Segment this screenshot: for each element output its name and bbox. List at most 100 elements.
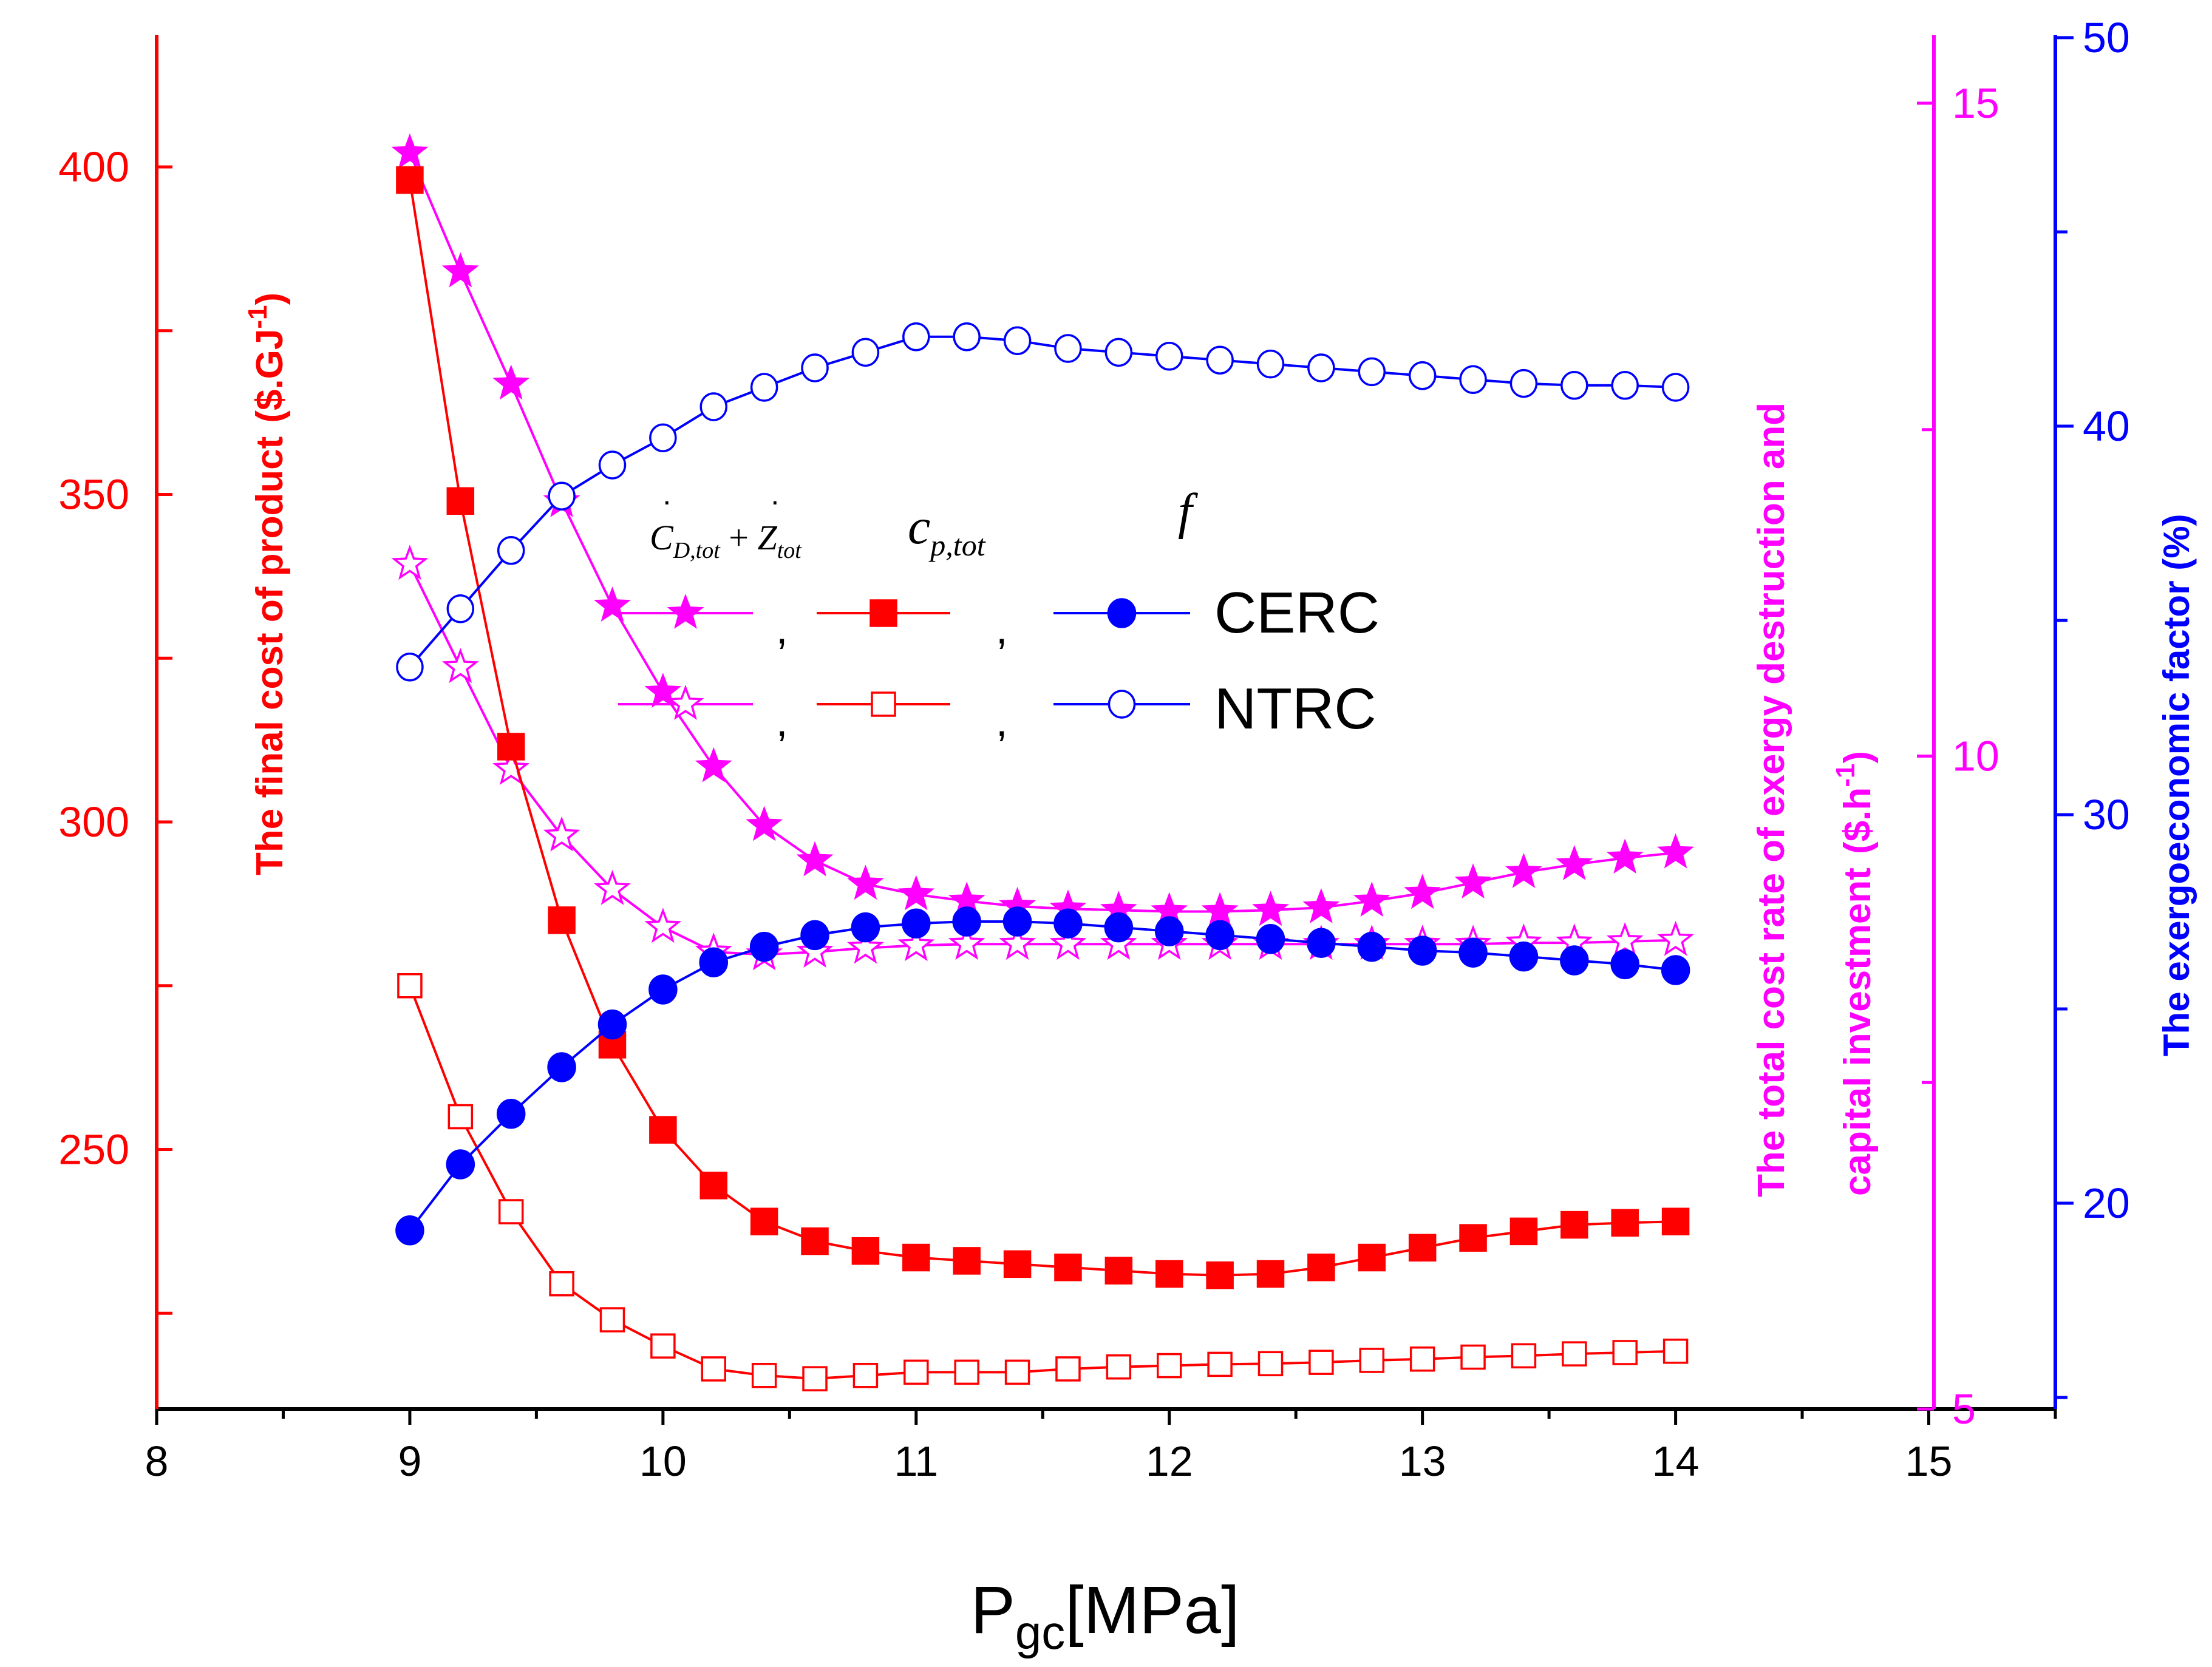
data-point xyxy=(498,1199,524,1224)
data-point xyxy=(1606,838,1644,874)
data-point xyxy=(796,841,834,877)
data-point xyxy=(1505,852,1542,888)
legend-header-plus: + xyxy=(720,518,758,557)
x-axis-label-main: P xyxy=(970,1573,1015,1648)
legend-marks xyxy=(618,594,1190,720)
data-point xyxy=(1509,368,1538,398)
data-point xyxy=(547,1052,576,1082)
right1-axis-label-line1: The total cost rate of exergy destructio… xyxy=(1751,402,1792,1197)
right1-tick-label: 10 xyxy=(1952,733,1999,780)
data-point xyxy=(1606,922,1644,957)
data-point xyxy=(1409,1346,1435,1372)
data-point xyxy=(953,322,981,351)
data-point xyxy=(1407,935,1437,966)
data-point xyxy=(1307,928,1336,958)
left-axis-label-group: The final cost of product ($.GJ-1) xyxy=(243,293,291,875)
data-point xyxy=(1206,1261,1234,1289)
data-point xyxy=(801,1227,829,1255)
data-point xyxy=(1207,1351,1233,1377)
series-line xyxy=(409,152,1676,913)
data-point xyxy=(897,875,935,911)
legend: CD,tot + Ztot · · cp,tot f , , CERC , , … xyxy=(650,483,1380,745)
data-point xyxy=(902,1243,930,1272)
data-point xyxy=(649,1116,677,1144)
data-point xyxy=(1458,937,1488,968)
data-point xyxy=(953,1247,981,1275)
data-point xyxy=(1662,1339,1689,1364)
data-point xyxy=(1104,912,1134,943)
data-point xyxy=(441,648,479,684)
data-point xyxy=(846,928,884,964)
data-point xyxy=(1661,1207,1690,1235)
data-point xyxy=(1206,345,1234,375)
right1-axis-label-line2-text: capital investment xyxy=(1837,867,1879,1196)
data-point xyxy=(1459,1224,1487,1252)
data-point xyxy=(746,806,783,841)
data-point xyxy=(1307,1253,1335,1282)
right1-tick-label: 15 xyxy=(1952,80,1999,127)
data-point xyxy=(395,1215,424,1246)
legend-row-cerc-sep-2: , xyxy=(996,605,1007,653)
data-point xyxy=(750,373,778,402)
legend-header-factor: f xyxy=(1178,483,1199,540)
data-point xyxy=(397,973,423,999)
legend-marker xyxy=(667,685,704,720)
data-point xyxy=(796,932,834,968)
data-point xyxy=(1054,1253,1082,1282)
data-point xyxy=(1560,1210,1588,1239)
data-point xyxy=(851,1237,880,1265)
data-point xyxy=(1257,1351,1284,1377)
data-point xyxy=(699,392,728,421)
data-point xyxy=(948,925,985,960)
legend-header-z-sub: tot xyxy=(777,538,803,563)
axes-layer: 8 9 10 11 12 13 14 15 250 300 350 400 5 10 15 20 30 40 50 xyxy=(58,14,2130,1485)
data-point xyxy=(701,1356,727,1382)
data-point xyxy=(492,364,530,400)
data-point xyxy=(492,750,530,785)
legend-row-cerc-label: CERC xyxy=(1214,580,1380,645)
right1-tick-label: 5 xyxy=(1952,1385,1976,1433)
x-tick-label: 10 xyxy=(639,1438,687,1485)
data-point xyxy=(648,974,678,1005)
x-axis-label-rest: [MPa] xyxy=(1065,1573,1239,1648)
data-point xyxy=(699,1172,728,1200)
legend-marker xyxy=(667,594,704,629)
data-point xyxy=(1404,874,1441,909)
data-point xyxy=(1657,920,1695,956)
series-cerc-cost-of-product xyxy=(396,166,1690,1289)
data-point xyxy=(1307,353,1335,382)
data-point xyxy=(1106,1354,1132,1380)
data-point xyxy=(597,1009,627,1040)
right2-tick-label: 30 xyxy=(2083,791,2130,838)
legend-row-ntrc-sep-1: , xyxy=(776,698,788,745)
right2-tick-label: 20 xyxy=(2083,1180,2130,1227)
data-point xyxy=(497,733,525,761)
data-point xyxy=(852,1363,879,1388)
right1-axis-label-group: The total cost rate of exergy destructio… xyxy=(1751,402,1792,1197)
data-point xyxy=(594,869,631,905)
data-point xyxy=(1156,1353,1182,1379)
x-tick-label: 14 xyxy=(1652,1438,1700,1485)
x-axis-label: Pgc[MPa] xyxy=(970,1573,1239,1659)
data-point xyxy=(1256,349,1285,379)
data-point xyxy=(695,747,732,783)
data-point xyxy=(1054,334,1082,363)
data-point xyxy=(749,931,779,962)
data-point xyxy=(1661,955,1690,985)
data-point xyxy=(549,1271,574,1297)
data-point xyxy=(952,906,981,937)
data-point xyxy=(904,1359,929,1385)
data-point xyxy=(446,594,475,623)
data-point xyxy=(800,920,829,951)
data-point xyxy=(543,816,580,852)
legend-header-c-sub: D,tot xyxy=(673,538,721,563)
left-tick-label: 350 xyxy=(58,471,129,518)
data-point xyxy=(802,1366,828,1391)
legend-header-z: Z xyxy=(757,518,777,557)
right1-axis-unit-suffix: ) xyxy=(1837,751,1879,764)
data-point xyxy=(750,1207,778,1235)
data-point xyxy=(1560,945,1589,976)
legend-marker xyxy=(1107,598,1137,628)
